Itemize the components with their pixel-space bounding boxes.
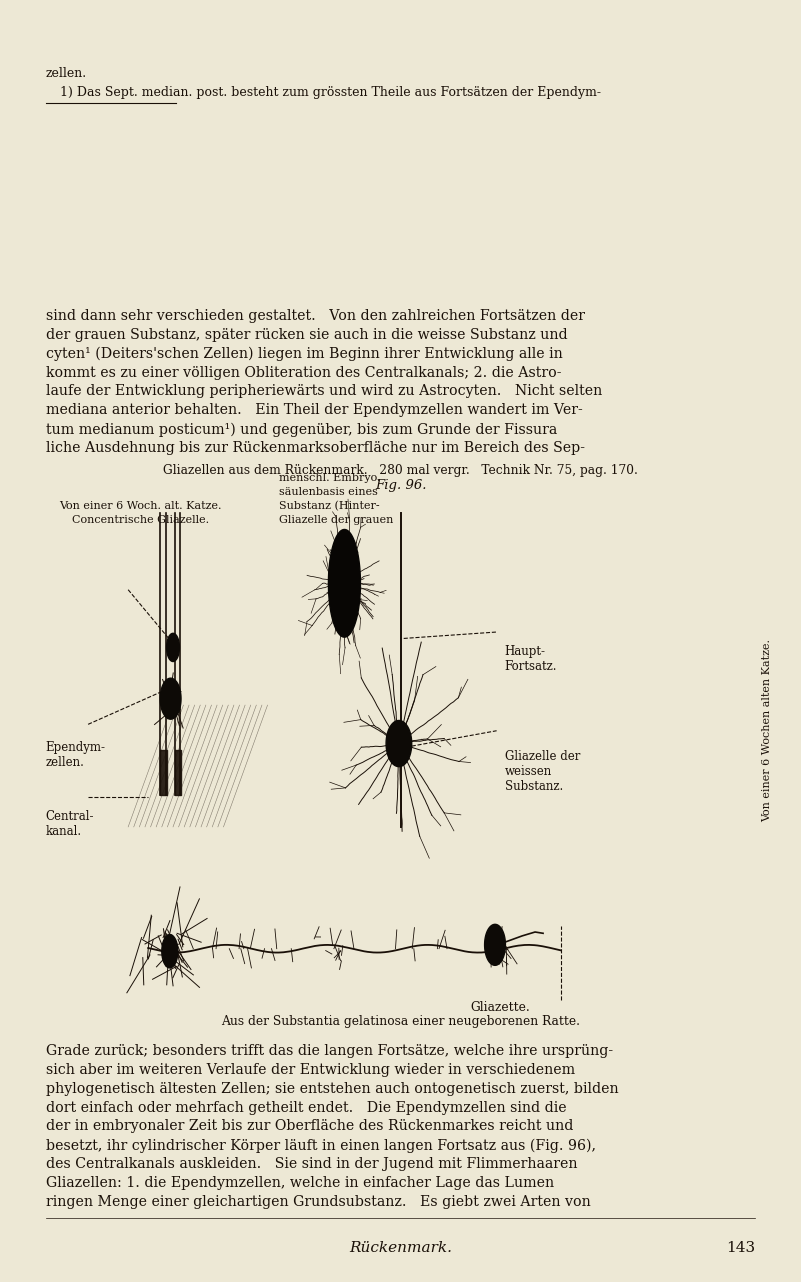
Text: Fig. 96.: Fig. 96. [375,479,426,492]
Polygon shape [485,924,505,965]
Text: kommt es zu einer völligen Obliteration des Centralkanals; 2. die Astro-: kommt es zu einer völligen Obliteration … [46,365,562,379]
Text: zellen.: zellen. [46,67,87,79]
Text: menschl. Embryo.: menschl. Embryo. [279,473,380,483]
Polygon shape [328,529,360,637]
Text: Grade zurück; besonders trifft das die langen Fortsätze, welche ihre ursprüng-: Grade zurück; besonders trifft das die l… [46,1044,613,1058]
Text: cyten¹ (Deiters'schen Zellen) liegen im Beginn ihrer Entwicklung alle in: cyten¹ (Deiters'schen Zellen) liegen im … [46,346,562,362]
Text: laufe der Entwicklung peripheriewärts und wird zu Astrocyten.   Nicht selten: laufe der Entwicklung peripheriewärts un… [46,385,602,399]
Text: phylogenetisch ältesten Zellen; sie entstehen auch ontogenetisch zuerst, bilden: phylogenetisch ältesten Zellen; sie ents… [46,1082,618,1096]
Text: Gliazelle der
weissen
Substanz.: Gliazelle der weissen Substanz. [505,750,580,794]
Text: sind dann sehr verschieden gestaltet.   Von den zahlreichen Fortsätzen der: sind dann sehr verschieden gestaltet. Vo… [46,309,585,323]
Text: sich aber im weiteren Verlaufe der Entwicklung wieder in verschiedenem: sich aber im weiteren Verlaufe der Entwi… [46,1063,575,1077]
Text: des Centralkanals auskleiden.   Sie sind in der Jugend mit Flimmerhaaren: des Centralkanals auskleiden. Sie sind i… [46,1158,578,1172]
Text: Von einer 6 Wochen alten Katze.: Von einer 6 Wochen alten Katze. [763,640,772,822]
Text: der in embryonaler Zeit bis zur Oberfläche des Rückenmarkes reicht und: der in embryonaler Zeit bis zur Oberfläc… [46,1119,573,1133]
Text: Substanz (Hinter-: Substanz (Hinter- [279,501,380,512]
Text: liche Ausdehnung bis zur Rückenmarksoberfläche nur im Bereich des Sep-: liche Ausdehnung bis zur Rückenmarksober… [46,441,585,455]
Text: Concentrische Gliazelle.: Concentrische Gliazelle. [71,515,209,526]
Polygon shape [386,720,412,767]
Text: der grauen Substanz, später rücken sie auch in die weisse Substanz und: der grauen Substanz, später rücken sie a… [46,328,567,342]
Text: 143: 143 [727,1241,755,1255]
Text: tum medianum posticum¹) und gegenüber, bis zum Grunde der Fissura: tum medianum posticum¹) und gegenüber, b… [46,422,557,437]
Text: säulenbasis eines: säulenbasis eines [279,487,377,497]
Text: Gliazellen aus dem Rückenmark.   280 mal vergr.   Technik Nr. 75, pag. 170.: Gliazellen aus dem Rückenmark. 280 mal v… [163,464,638,477]
Text: Gliazellen: 1. die Ependymzellen, welche in einfacher Lage das Lumen: Gliazellen: 1. die Ependymzellen, welche… [46,1176,553,1190]
Text: besetzt, ihr cylindrischer Körper läuft in einen langen Fortsatz aus (Fig. 96),: besetzt, ihr cylindrischer Körper läuft … [46,1138,596,1153]
Polygon shape [167,633,179,662]
Text: Central-
kanal.: Central- kanal. [46,810,95,838]
Text: Ependym-
zellen.: Ependym- zellen. [46,741,106,769]
Text: Rückenmark.: Rückenmark. [349,1241,452,1255]
Text: Haupt-
Fortsatz.: Haupt- Fortsatz. [505,645,557,673]
Text: 1) Das Sept. median. post. besteht zum grössten Theile aus Fortsätzen der Ependy: 1) Das Sept. median. post. besteht zum g… [60,86,601,99]
Text: Gliazelle der grauen: Gliazelle der grauen [279,515,393,526]
Text: Gliazette.: Gliazette. [471,1000,530,1014]
Polygon shape [160,678,181,719]
Polygon shape [162,935,178,968]
Text: ringen Menge einer gleichartigen Grundsubstanz.   Es giebt zwei Arten von: ringen Menge einer gleichartigen Grundsu… [46,1195,590,1209]
Text: Von einer 6 Woch. alt. Katze.: Von einer 6 Woch. alt. Katze. [59,501,221,512]
Text: dort einfach oder mehrfach getheilt endet.   Die Ependymzellen sind die: dort einfach oder mehrfach getheilt ende… [46,1100,566,1114]
Text: mediana anterior behalten.   Ein Theil der Ependymzellen wandert im Ver-: mediana anterior behalten. Ein Theil der… [46,404,582,418]
Text: Aus der Substantia gelatinosa einer neugeborenen Ratte.: Aus der Substantia gelatinosa einer neug… [221,1015,580,1028]
